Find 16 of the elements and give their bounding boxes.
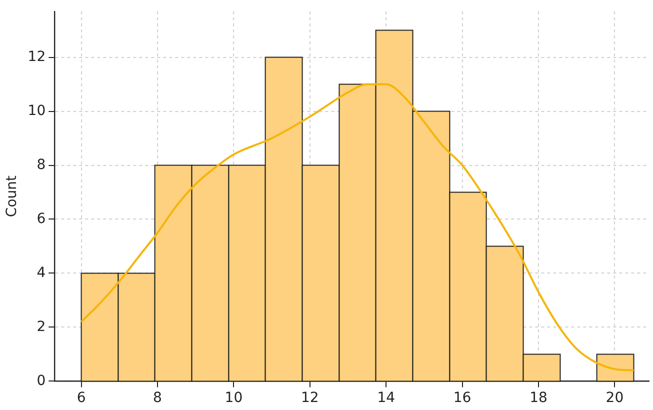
x-tick-label: 18 [530,390,548,406]
x-tick-label: 16 [453,390,472,406]
y-tick-label: 10 [28,102,46,119]
x-tick-label: 8 [153,390,162,406]
y-axis-title: Count [4,175,20,218]
y-tick-label: 12 [28,48,46,65]
x-tick-label: 12 [300,390,319,406]
y-tick-label: 2 [36,318,46,335]
x-tick-label: 6 [76,390,86,406]
y-tick-label: 6 [36,210,46,227]
x-tick-label: 10 [224,390,243,406]
y-tick-label: 4 [36,264,46,281]
y-tick-label: 0 [36,372,46,389]
y-tick-label: 8 [36,156,46,173]
x-tick-label: 14 [377,390,396,406]
x-tick-label: 20 [606,390,624,406]
